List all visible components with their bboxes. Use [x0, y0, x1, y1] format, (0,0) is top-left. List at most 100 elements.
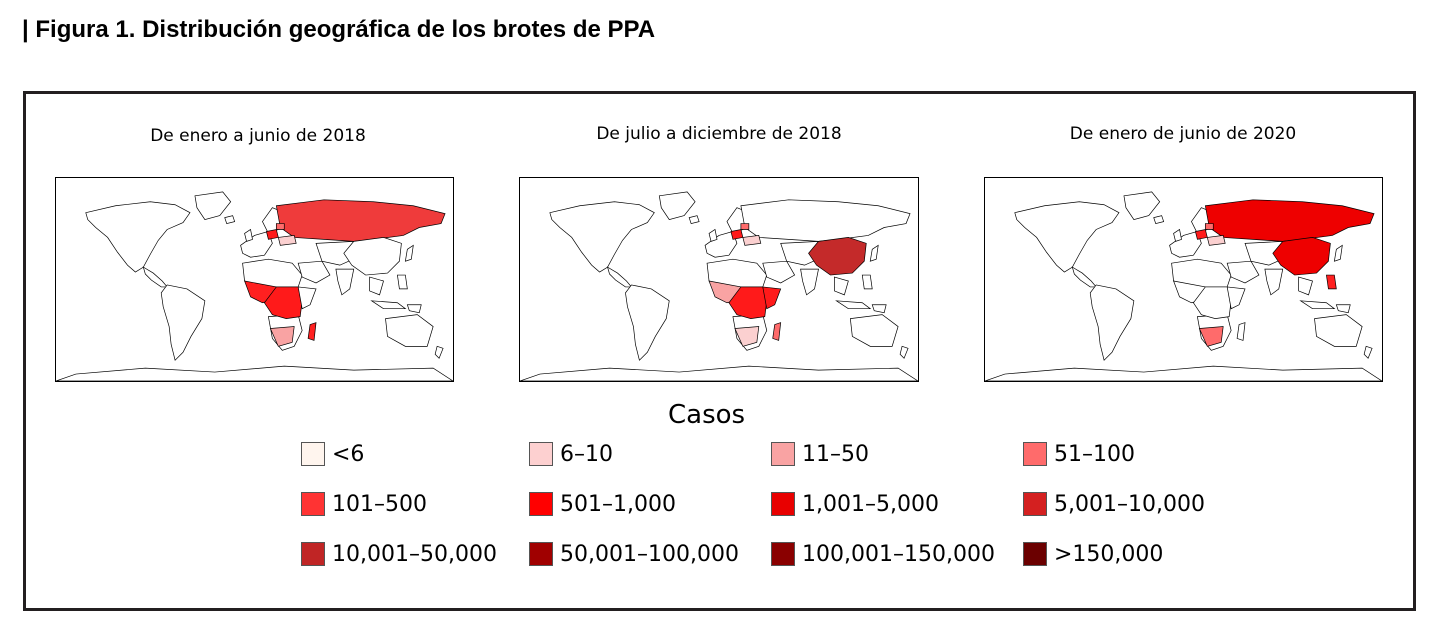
map-panel-3	[984, 177, 1383, 382]
legend-label: 10,001–50,000	[332, 541, 497, 567]
country-antarctica	[56, 365, 453, 381]
legend-label: 101–500	[332, 491, 427, 517]
legend-swatch	[771, 542, 795, 566]
legend-title: Casos	[668, 400, 746, 430]
legend-swatch	[301, 442, 325, 466]
country-south-america	[1089, 284, 1135, 361]
country-greenland	[1123, 191, 1161, 220]
region-ukraine	[277, 235, 297, 246]
country-central-america	[1071, 266, 1097, 288]
world-map-svg	[520, 191, 918, 381]
region-poland	[1194, 229, 1208, 240]
legend-swatch	[529, 442, 553, 466]
region-russia	[1204, 199, 1375, 242]
country-middle-east	[762, 260, 796, 284]
region-madagascar	[307, 322, 317, 341]
region-russia	[275, 199, 446, 242]
country-new-guinea	[871, 304, 887, 314]
region-madagascar	[1236, 322, 1246, 341]
legend-label: 11–50	[802, 441, 869, 467]
region-china	[808, 237, 867, 276]
region-china	[1272, 237, 1331, 276]
country-western-europe	[1169, 231, 1202, 258]
region-poland	[730, 229, 744, 240]
country-japan	[404, 244, 414, 262]
legend-swatch	[529, 542, 553, 566]
legend-item: 50,001–100,000	[529, 541, 739, 567]
country-japan	[869, 244, 879, 262]
country-south-america	[160, 284, 206, 361]
legend-item: <6	[301, 441, 364, 467]
country-southeast-asia	[834, 276, 849, 296]
country-western-europe	[240, 231, 273, 258]
legend-label: >150,000	[1054, 541, 1164, 567]
region-china	[343, 237, 402, 276]
legend-label: 501–1,000	[560, 491, 676, 517]
region-south-africa	[269, 326, 295, 347]
country-iceland	[1153, 215, 1165, 224]
country-india	[800, 268, 819, 296]
legend-label: 50,001–100,000	[560, 541, 739, 567]
legend-swatch	[1023, 542, 1047, 566]
country-new-zealand	[899, 345, 909, 359]
figure-title: | Figura 1. Distribución geográfica de l…	[22, 16, 656, 43]
legend-swatch	[1023, 442, 1047, 466]
country-australia	[1314, 314, 1363, 347]
legend-label: 1,001–5,000	[802, 491, 939, 517]
country-middle-east	[1226, 260, 1260, 284]
legend-swatch	[771, 492, 795, 516]
country-antarctica	[520, 365, 918, 381]
country-india	[335, 268, 355, 296]
country-greenland	[658, 191, 696, 220]
country-india	[1264, 268, 1284, 296]
region-ukraine	[742, 235, 762, 246]
map-panel-2	[519, 177, 919, 382]
legend-item: 6–10	[529, 441, 613, 467]
country-southeast-asia	[1298, 276, 1313, 296]
region-east-africa	[1226, 286, 1246, 310]
country-antarctica	[985, 365, 1382, 381]
country-australia	[385, 314, 434, 347]
country-iceland	[688, 215, 700, 224]
region-poland	[265, 229, 279, 240]
legend-label: 5,001–10,000	[1054, 491, 1205, 517]
region-east-africa	[762, 286, 782, 310]
region-baltics	[275, 223, 285, 230]
region-south-africa	[734, 326, 760, 347]
legend-item: 1,001–5,000	[771, 491, 939, 517]
region-south-africa	[1198, 326, 1224, 347]
legend-label: <6	[332, 441, 365, 467]
legend-swatch	[301, 492, 325, 516]
world-map-svg	[56, 191, 453, 381]
country-middle-east	[297, 260, 331, 284]
legend-label: 100,001–150,000	[802, 541, 995, 567]
region-philippines	[397, 274, 408, 290]
region-ukraine	[1206, 235, 1226, 246]
country-indonesia	[1299, 300, 1336, 310]
region-russia	[740, 199, 911, 242]
map-panel-1	[55, 177, 454, 382]
country-new-zealand	[1363, 345, 1373, 359]
country-southeast-asia	[369, 276, 384, 296]
country-greenland	[194, 191, 232, 220]
legend-item: 51–100	[1023, 441, 1135, 467]
country-australia	[849, 314, 899, 347]
legend-swatch	[301, 542, 325, 566]
country-north-america	[1014, 201, 1120, 273]
legend-label: 6–10	[560, 441, 613, 467]
country-iceland	[224, 215, 236, 224]
country-north-america	[549, 201, 655, 273]
country-western-europe	[704, 231, 738, 258]
country-new-zealand	[434, 345, 444, 359]
country-central-america	[142, 266, 168, 288]
legend-item: 10,001–50,000	[301, 541, 497, 567]
country-new-guinea	[1335, 304, 1351, 314]
panel-title-2: De julio a diciembre de 2018	[596, 124, 842, 144]
legend-item: 11–50	[771, 441, 869, 467]
region-baltics	[1204, 223, 1214, 230]
legend-label: 51–100	[1054, 441, 1135, 467]
country-north-america	[85, 201, 191, 273]
country-south-america	[625, 284, 670, 361]
panel-title-3: De enero de junio de 2020	[1069, 124, 1297, 144]
legend-item: 101–500	[301, 491, 427, 517]
